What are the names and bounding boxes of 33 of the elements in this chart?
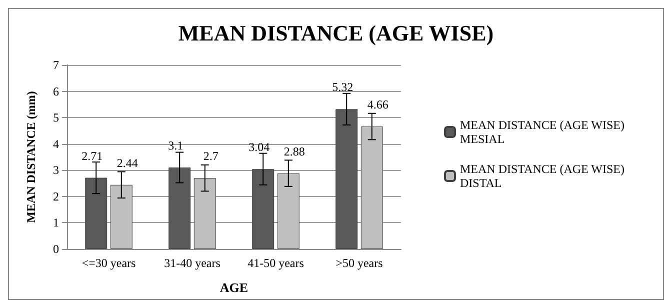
data-label: 5.32 — [332, 80, 354, 94]
data-label: 3.04 — [248, 140, 270, 154]
x-tick-label: <=30 years — [82, 256, 136, 270]
y-tick-label: 4 — [53, 136, 59, 151]
bar — [336, 109, 358, 249]
y-tick-label: 6 — [53, 84, 59, 98]
chart-title: MEAN DISTANCE (AGE WISE) — [178, 20, 494, 46]
bar — [277, 173, 300, 249]
data-label: 2.7 — [203, 149, 218, 164]
data-label: 2.88 — [284, 144, 305, 158]
data-label: 2.71 — [82, 148, 103, 163]
bar — [194, 178, 216, 249]
legend-label: MEAN DISTANCE (AGE WISE) MESIAL — [460, 118, 628, 146]
y-tick-label: 2 — [53, 189, 59, 204]
bar — [85, 178, 108, 249]
bar — [252, 169, 274, 249]
x-axis-title: AGE — [220, 280, 248, 295]
y-tick-label: 7 — [53, 58, 59, 72]
bar — [110, 184, 132, 249]
x-tick-label: 41-50 years — [248, 256, 304, 270]
y-tick-label: 0 — [53, 242, 59, 256]
bar — [360, 126, 383, 249]
x-tick-label: 31-40 years — [164, 256, 221, 270]
legend-label: MEAN DISTANCE (AGE WISE) DISTAL — [460, 162, 628, 190]
y-tick-label: 5 — [53, 110, 59, 125]
bar — [168, 168, 191, 249]
data-label: 4.66 — [367, 98, 388, 112]
data-label: 2.44 — [116, 156, 138, 170]
x-tick-label: >50 years — [336, 256, 384, 270]
y-tick-label: 3 — [53, 163, 59, 178]
y-axis-title: MEAN DISTANCE (mm) — [24, 91, 38, 223]
data-label: 3.1 — [168, 138, 184, 153]
y-tick-label: 1 — [53, 216, 59, 230]
